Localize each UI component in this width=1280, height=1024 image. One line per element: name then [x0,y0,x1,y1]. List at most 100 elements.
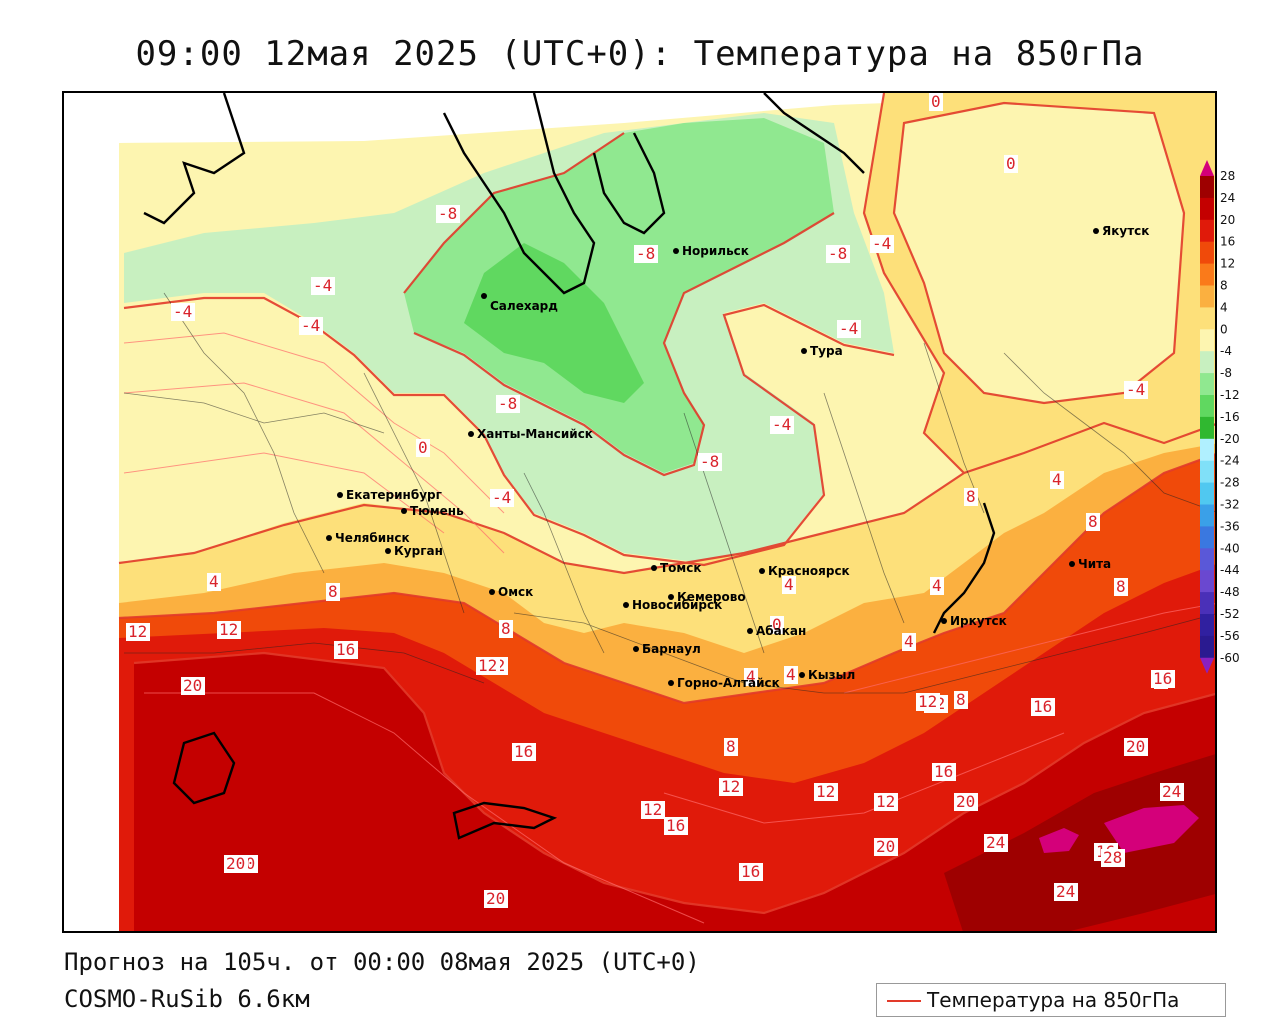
colorbar-segment [1200,438,1214,462]
colorbar-segment [1200,241,1214,265]
city-label: Кызыл [808,668,855,682]
svg-text:8: 8 [1088,512,1098,531]
svg-text:-4: -4 [301,316,320,335]
colorbar-tick-label: -52 [1220,607,1240,621]
contour-value-label: 4 [784,665,798,684]
svg-text:16: 16 [336,640,355,659]
colorbar-tick-label: -40 [1220,541,1240,555]
city-marker [1093,228,1099,234]
contour-value-label: 8 [724,737,738,756]
model-info: COSMO-RuSib 6.6км [64,985,310,1013]
svg-text:8: 8 [1116,577,1126,596]
svg-text:12: 12 [918,692,937,711]
city-label: Горно-Алтайск [677,676,780,690]
city-label: Барнаул [642,642,701,656]
city-marker [385,548,391,554]
svg-text:0: 0 [772,615,782,634]
city-marker [651,565,657,571]
colorbar-segment [1200,526,1214,549]
colorbar-graphic: 28 24 20 16 12 8 4 0 -4 -8 -12 -16 -20 -24 -28 -32 -36 -4… [1200,160,1240,674]
svg-text:-4: -4 [839,319,858,338]
svg-text:16: 16 [934,762,953,781]
city-marker [623,602,629,608]
field-cold-deep [464,243,644,403]
contour-value-label: 20 [874,837,898,856]
contour-value-label: -8 [698,452,722,471]
svg-text:8: 8 [501,619,511,638]
colorbar-segment [1200,219,1214,243]
colorbar-tick-label: -60 [1220,651,1240,665]
svg-text:24: 24 [986,833,1005,852]
colorbar-tick-label: -48 [1220,585,1240,599]
contour-value-label: -4 [770,415,794,434]
contour-value-label: -8 [634,244,658,263]
svg-text:16: 16 [514,742,533,761]
colorbar-tick-label: -20 [1220,432,1240,446]
svg-text:0: 0 [1006,154,1016,173]
colorbar-tick-label: -44 [1220,563,1240,577]
svg-text:12: 12 [816,782,835,801]
colorbar-segment [1200,570,1214,593]
map-area[interactable]: 0-8-8-8-4-4-4-4-4-8-40-8-4-40-4488448812… [62,91,1217,933]
contour-value-label: 28 [1101,848,1125,867]
svg-text:24: 24 [1056,882,1075,901]
svg-text:12: 12 [219,620,238,639]
svg-text:4: 4 [786,665,796,684]
colorbar-tick-label: 16 [1220,235,1235,249]
city-marker [337,492,343,498]
field-warm-28a [1104,805,1199,853]
city-marker [401,508,407,514]
svg-text:16: 16 [1153,669,1172,688]
contour-value-label: -4 [299,316,323,335]
colorbar-segment [1200,285,1214,308]
city-label: Тюмень [410,504,464,518]
svg-text:0: 0 [418,438,428,457]
contour-value-label: 24 [984,833,1008,852]
contour-value-label: 8 [499,619,513,638]
contour-labels-layer: 0-8-8-8-4-4-4-4-4-8-40-8-4-40-4488448812… [126,93,1184,908]
svg-text:16: 16 [666,816,685,835]
city-marker [941,618,947,624]
contour-value-label: 16 [739,862,763,881]
colorbar-segment [1200,263,1214,286]
colorbar-tick-label: -32 [1220,498,1240,512]
colorbar-bottom-arrow [1200,657,1214,674]
city-label: Абакан [756,624,806,638]
svg-text:20: 20 [956,792,975,811]
colorbar-tick-label: 8 [1220,279,1228,293]
city-label: Норильск [682,244,749,258]
contour-value-label: 12 [874,792,898,811]
contour-value-label: -8 [496,394,520,413]
city-marker [326,535,332,541]
svg-text:12: 12 [876,792,895,811]
contour-value-label: 16 [664,816,688,835]
contour-value-label: 20 [954,792,978,811]
city-label: Екатеринбург [346,488,442,502]
admin-borders [123,292,1215,694]
city-marker [799,672,805,678]
svg-text:20: 20 [183,676,202,695]
legend-label: Температура на 850гПа [927,988,1180,1012]
contour-value-label: 0 [929,93,943,111]
colorbar-segment [1200,416,1214,440]
svg-text:-4: -4 [492,488,511,507]
svg-text:8: 8 [966,487,976,506]
contour-value-label: 16 [1151,669,1175,688]
city-label: Томск [660,561,702,575]
city-label: Чита [1078,557,1111,571]
contour-value-label: 16 [932,762,956,781]
svg-text:8: 8 [726,737,736,756]
contour-value-label: -4 [311,276,335,295]
contour-value-label: 0 [416,438,430,457]
contour-lines-thin [123,332,1215,924]
city-label: Ханты-Мансийск [477,427,593,441]
contour-value-label: 24 [1054,882,1078,901]
cities-layer: Якутск Норильск Салехард Тура Ханты-Мансийск… [326,224,1149,690]
contour-value-label: -4 [837,319,861,338]
colorbar-top-arrow [1200,160,1214,176]
field-warm-24 [944,754,1215,931]
contour-value-label: 8 [964,487,978,506]
contour-value-label: 24 [1160,782,1184,801]
field-yellow-east-inner [894,103,1184,403]
svg-text:4: 4 [784,575,794,594]
